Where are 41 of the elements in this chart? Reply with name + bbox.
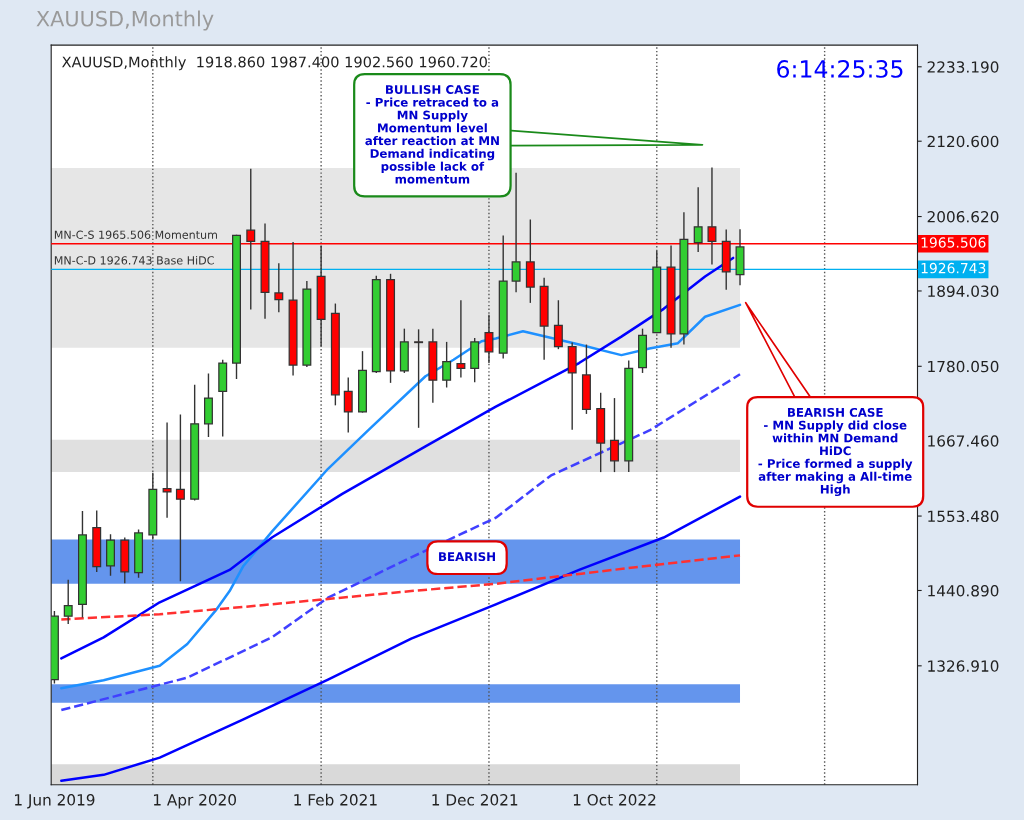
annotation: BULLISH CASE - Price retraced to a MN Supply Momentum level after reaction at MN Demand indicating possible lack of momentum	[365, 85, 499, 184]
ref-line-label: MN-C-S 1965.506 Momentum	[54, 230, 217, 239]
y-tick-label: 2120.600	[927, 135, 999, 148]
candlestick	[456, 299, 466, 379]
x-tick-label: 1 Oct 2022	[573, 794, 656, 806]
y-tick-label: 1667.460	[928, 435, 999, 447]
x-tick-label: 1 Dec 2021	[432, 794, 518, 806]
line-series	[60, 554, 742, 621]
candlestick	[484, 314, 494, 364]
y-tick-label: 1326.910	[928, 660, 999, 672]
candlestick	[609, 397, 619, 473]
candlestick	[693, 186, 703, 253]
candlestick	[274, 262, 284, 313]
annotation: 6:14:25:35	[777, 59, 903, 78]
x-tick-label: 1 Jun 2019	[15, 794, 95, 809]
y-tick-label: 2006.620	[927, 211, 999, 223]
x-tick-label: 1 Apr 2020	[153, 794, 237, 809]
chart-title: XAUUSD,Monthly	[36, 10, 214, 31]
y-tick-label: 1440.890	[928, 584, 999, 597]
ref-line-label: MN-C-D 1926.743 Base HiDC	[54, 255, 214, 265]
y-tick-label: 1780.050	[928, 360, 999, 373]
x-tick-label: 1 Feb 2021	[294, 793, 377, 806]
line-series	[60, 373, 742, 712]
candlestick	[553, 299, 563, 350]
candlestick	[414, 328, 424, 429]
candlestick	[175, 413, 185, 582]
annotation: BEARISH CASE - MN Supply did close within MN Demand HiDC - Price formed a supply after making a All-time High	[758, 407, 913, 497]
line-series	[60, 495, 742, 783]
candlestick	[343, 376, 353, 434]
annotation: BEARISH	[439, 552, 495, 562]
text: 1965.506	[921, 237, 986, 248]
text: XAUUSD,Monthly 1918.860 1987.400 1902.560 1960.720	[62, 56, 487, 71]
y-tick-label: 1894.030	[928, 285, 999, 297]
y-tick-label: 1553.480	[928, 510, 999, 523]
text: 1926.743	[921, 262, 986, 274]
candlestick	[511, 171, 521, 294]
candlestick	[442, 341, 452, 389]
line-series	[60, 303, 742, 690]
candlestick	[162, 421, 172, 519]
y-tick-label: 2233.190	[927, 61, 999, 73]
candlestick	[63, 579, 73, 625]
